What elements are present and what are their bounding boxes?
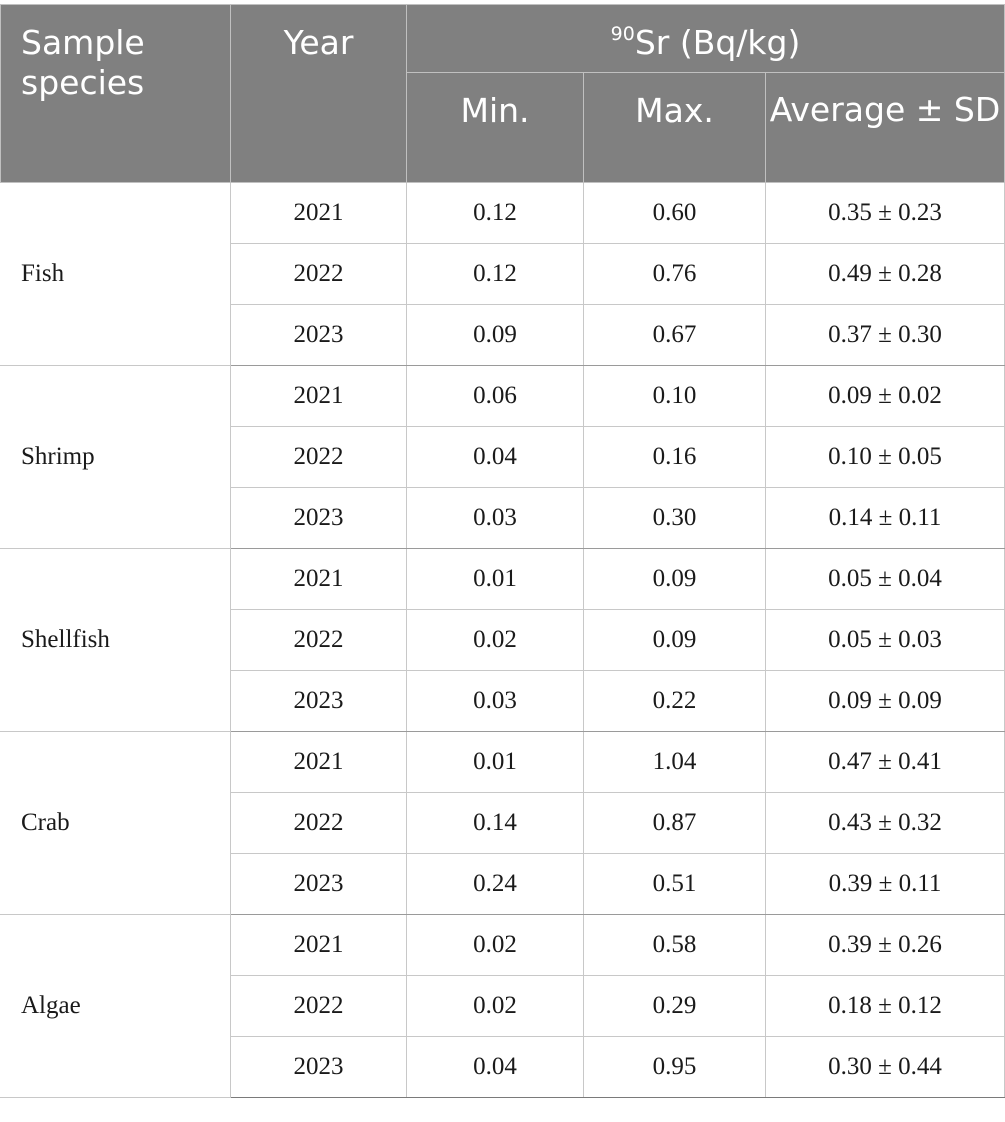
average-sd-cell: 0.49 ± 0.28 xyxy=(764,243,1005,305)
table-body: Fish 2021 0.12 0.60 0.35 ± 0.23 2022 0.12 0.76 0… xyxy=(0,182,1005,1098)
average-sd-cell: 0.05 ± 0.03 xyxy=(764,609,1005,671)
table-row: 2023 0.03 0.30 0.14 ± 0.11 xyxy=(1,487,1005,549)
year-cell: 2021 xyxy=(230,914,407,976)
table-row: Shrimp 2021 0.06 0.10 0.09 ± 0.02 xyxy=(0,365,1005,549)
max-cell: 0.16 xyxy=(583,426,766,488)
max-cell: 0.87 xyxy=(583,792,766,854)
header-min: Min. xyxy=(406,72,584,183)
max-cell: 0.60 xyxy=(583,182,766,244)
year-cell: 2022 xyxy=(230,609,407,671)
table-row: 2023 0.03 0.22 0.09 ± 0.09 xyxy=(1,670,1005,732)
year-cell: 2021 xyxy=(230,548,407,610)
average-sd-cell: 0.10 ± 0.05 xyxy=(764,426,1005,488)
table-row: Fish 2021 0.12 0.60 0.35 ± 0.23 xyxy=(0,182,1005,366)
table-row: Crab 2021 0.01 1.04 0.47 ± 0.41 xyxy=(0,731,1005,915)
species-cell: Fish xyxy=(0,182,231,366)
year-cell: 2023 xyxy=(230,1036,407,1098)
table-row: 2022 0.02 0.29 0.18 ± 0.12 xyxy=(1,975,1005,1037)
table-row: Algae 2021 0.02 0.58 0.39 ± 0.26 xyxy=(0,914,1005,1098)
average-sd-cell: 0.09 ± 0.09 xyxy=(764,670,1005,732)
average-sd-cell: 0.30 ± 0.44 xyxy=(764,1036,1005,1098)
table-row: 2023 0.09 0.67 0.37 ± 0.30 xyxy=(1,304,1005,366)
average-sd-cell: 0.18 ± 0.12 xyxy=(764,975,1005,1037)
min-cell: 0.01 xyxy=(406,548,584,610)
species-cell: Shellfish xyxy=(0,548,231,732)
year-cell: 2023 xyxy=(230,487,407,549)
table-row: Shellfish 2021 0.01 0.09 0.05 ± 0.04 xyxy=(0,548,1005,732)
year-cell: 2023 xyxy=(230,304,407,366)
min-cell: 0.03 xyxy=(406,670,584,732)
header-max: Max. xyxy=(583,72,766,183)
average-sd-cell: 0.05 ± 0.04 xyxy=(764,548,1005,610)
year-cell: 2023 xyxy=(230,670,407,732)
species-cell: Crab xyxy=(0,731,231,915)
year-cell: 2021 xyxy=(230,365,407,427)
header-sr90-group: 90Sr (Bq/kg) xyxy=(405,4,1005,73)
year-cell: 2023 xyxy=(230,853,407,915)
table-header: Sample species Year 90Sr (Bq/kg) Min. Ma… xyxy=(0,4,1005,183)
average-sd-cell: 0.14 ± 0.11 xyxy=(764,487,1005,549)
max-cell: 0.10 xyxy=(583,365,766,427)
min-cell: 0.02 xyxy=(406,975,584,1037)
min-cell: 0.14 xyxy=(406,792,584,854)
table-row: 2023 0.04 0.95 0.30 ± 0.44 xyxy=(1,1036,1005,1098)
max-cell: 0.09 xyxy=(583,548,766,610)
max-cell: 0.51 xyxy=(583,853,766,915)
min-cell: 0.12 xyxy=(406,182,584,244)
max-cell: 0.29 xyxy=(583,975,766,1037)
year-cell: 2022 xyxy=(230,975,407,1037)
species-cell: Algae xyxy=(0,914,231,1098)
average-sd-cell: 0.39 ± 0.11 xyxy=(764,853,1005,915)
average-sd-cell: 0.47 ± 0.41 xyxy=(764,731,1005,793)
max-cell: 0.67 xyxy=(583,304,766,366)
average-sd-cell: 0.35 ± 0.23 xyxy=(764,182,1005,244)
year-cell: 2021 xyxy=(230,731,407,793)
max-cell: 0.95 xyxy=(583,1036,766,1098)
max-cell: 1.04 xyxy=(583,731,766,793)
max-cell: 0.22 xyxy=(583,670,766,732)
year-cell: 2022 xyxy=(230,426,407,488)
table-row: 2022 0.14 0.87 0.43 ± 0.32 xyxy=(1,792,1005,854)
isotope-superscript: 90 xyxy=(610,23,635,45)
average-sd-cell: 0.37 ± 0.30 xyxy=(764,304,1005,366)
min-cell: 0.04 xyxy=(406,426,584,488)
average-sd-cell: 0.43 ± 0.32 xyxy=(764,792,1005,854)
strontium-data-table: Sample species Year 90Sr (Bq/kg) Min. Ma… xyxy=(0,4,1005,1098)
average-sd-cell: 0.09 ± 0.02 xyxy=(764,365,1005,427)
max-cell: 0.30 xyxy=(583,487,766,549)
average-sd-cell: 0.39 ± 0.26 xyxy=(764,914,1005,976)
header-sample-species: Sample species xyxy=(0,4,231,183)
min-cell: 0.02 xyxy=(406,914,584,976)
min-cell: 0.09 xyxy=(406,304,584,366)
table-row: 2022 0.02 0.09 0.05 ± 0.03 xyxy=(1,609,1005,671)
year-cell: 2022 xyxy=(230,792,407,854)
header-average-sd: Average ± SD xyxy=(764,72,1005,183)
year-cell: 2022 xyxy=(230,243,407,305)
min-cell: 0.12 xyxy=(406,243,584,305)
min-cell: 0.01 xyxy=(406,731,584,793)
min-cell: 0.24 xyxy=(406,853,584,915)
table-row: 2022 0.04 0.16 0.10 ± 0.05 xyxy=(1,426,1005,488)
species-cell: Shrimp xyxy=(0,365,231,549)
header-year: Year xyxy=(230,4,407,183)
max-cell: 0.09 xyxy=(583,609,766,671)
year-cell: 2021 xyxy=(230,182,407,244)
header-sr90-label: Sr (Bq/kg) xyxy=(634,23,801,62)
min-cell: 0.03 xyxy=(406,487,584,549)
max-cell: 0.58 xyxy=(583,914,766,976)
max-cell: 0.76 xyxy=(583,243,766,305)
min-cell: 0.04 xyxy=(406,1036,584,1098)
min-cell: 0.02 xyxy=(406,609,584,671)
min-cell: 0.06 xyxy=(406,365,584,427)
